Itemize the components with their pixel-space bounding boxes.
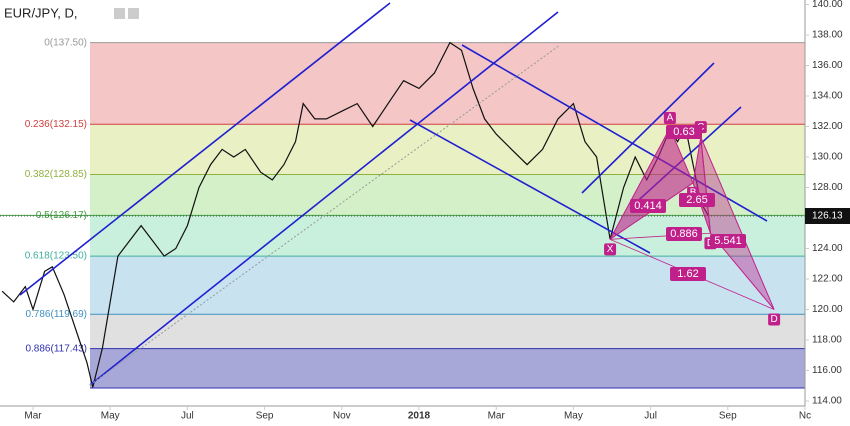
channel-lines — [19, 2, 768, 386]
fib-band — [90, 314, 805, 349]
fib-label: 0.886(117.43) — [25, 343, 87, 354]
ratio-box — [666, 227, 702, 241]
ratio-box — [710, 234, 746, 248]
pattern-area — [700, 136, 775, 310]
y-tick-label: 138.00 — [812, 30, 843, 41]
y-tick-label: 134.00 — [812, 91, 843, 102]
y-tick-label: 116.00 — [812, 365, 842, 376]
ratio-box — [666, 125, 702, 139]
y-tick-label: 118.00 — [812, 335, 842, 346]
y-tick-label: 130.00 — [812, 152, 843, 163]
fib-band — [90, 256, 805, 315]
y-tick-label: 136.00 — [812, 60, 843, 71]
fib-band — [90, 42, 805, 125]
x-tick-label: Jul — [644, 411, 657, 422]
fib-label: 0.236(132.15) — [25, 119, 87, 130]
fib-label: 0(137.50) — [44, 37, 87, 48]
y-tick-label: 140.00 — [812, 0, 843, 10]
x-tick-label: Sep — [719, 411, 737, 422]
ratio-label: 0.886 — [670, 228, 698, 240]
icon[interactable] — [128, 8, 139, 19]
pattern-point — [768, 313, 781, 326]
symbol: EUR/JPY, D, — [4, 5, 77, 20]
y-tick-label: 120.00 — [812, 304, 843, 315]
last-price-label: 126.13 — [812, 211, 843, 222]
x-tick-label: Nc — [799, 411, 811, 422]
x-tick-label: Sep — [256, 411, 274, 422]
pattern-label: A — [667, 113, 674, 124]
x-tick-label: 2018 — [408, 411, 431, 422]
x-tick-label: May — [101, 411, 120, 422]
y-tick-label: 132.00 — [812, 121, 843, 132]
y-tick-label: 114.00 — [812, 396, 842, 407]
fib-label: 0.786(119.69) — [25, 309, 87, 320]
fib-label: 0.5(126.17) — [36, 210, 87, 221]
ratio-label: 0.414 — [634, 200, 662, 212]
ratio-label: 0.63 — [673, 126, 694, 138]
y-tick-label: 124.00 — [812, 243, 843, 254]
x-tick-label: Mar — [488, 411, 506, 422]
ratio-box — [679, 193, 715, 207]
trend-line — [89, 44, 561, 386]
ratio-label: 1.62 — [677, 268, 698, 280]
x-tick-label: Mar — [24, 411, 42, 422]
x-tick-label: Nov — [333, 411, 351, 422]
fib-label: 0.618(123.50) — [25, 251, 87, 262]
icon[interactable] — [114, 8, 125, 19]
fib-label: 0.382(128.85) — [25, 169, 87, 180]
ratio-label: 2.65 — [686, 194, 707, 206]
pattern-point — [663, 112, 676, 125]
x-tick-label: Jul — [181, 411, 194, 422]
fib-band — [90, 348, 805, 389]
last-price-box — [805, 207, 850, 224]
ratio-box — [670, 267, 706, 281]
pattern-label: X — [607, 244, 614, 255]
ratio-box — [630, 199, 666, 213]
pattern-point — [604, 243, 617, 256]
y-tick-label: 122.00 — [812, 274, 843, 285]
x-tick-label: May — [564, 411, 583, 422]
ratio-label: 5.541 — [714, 235, 742, 247]
y-tick-label: 128.00 — [812, 182, 843, 193]
pattern-label: D — [771, 314, 778, 325]
